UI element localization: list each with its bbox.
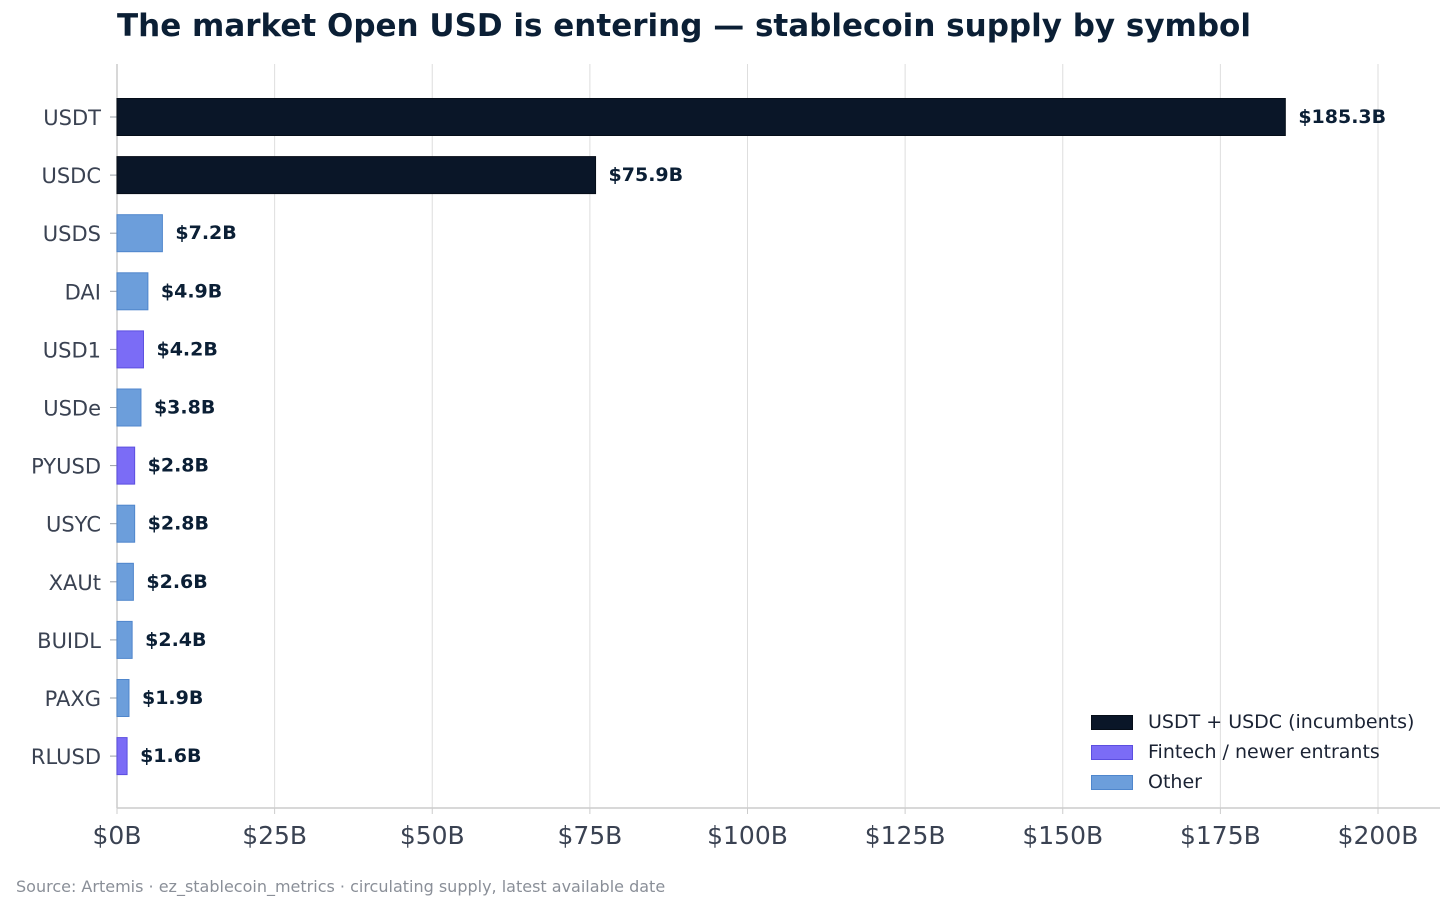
- data-labels: $185.3B $75.9B $7.2B $4.9B $4.2B $3.8B $2.8B $2…: [140, 106, 1386, 767]
- bar-paxg: [116, 679, 130, 717]
- data-label: $75.9B: [609, 164, 684, 186]
- y-tick-label: USDS: [43, 222, 101, 246]
- y-tick-label: RLUSD: [31, 745, 101, 769]
- data-label: $7.2B: [175, 222, 236, 244]
- data-label: $4.2B: [156, 338, 217, 360]
- source-note: Source: Artemis · ez_stablecoin_metrics …: [16, 877, 666, 896]
- data-label: $2.6B: [146, 571, 207, 593]
- y-tick-label: XAUt: [49, 571, 101, 595]
- y-tick-label: USD1: [43, 338, 101, 362]
- data-label: $2.4B: [145, 629, 206, 651]
- bar-rlusd: [116, 737, 128, 776]
- data-label: $185.3B: [1298, 106, 1386, 128]
- legend-label-incumbents: USDT + USDC (incumbents): [1148, 711, 1415, 733]
- x-tick-label: $0B: [93, 821, 142, 850]
- x-tick-label: $200B: [1338, 821, 1419, 850]
- bar-buidl: [116, 620, 133, 659]
- x-tick-label: $75B: [557, 821, 622, 850]
- chart-title: The market Open USD is entering — stable…: [117, 8, 1251, 44]
- legend-label-fintech: Fintech / newer entrants: [1148, 741, 1380, 763]
- legend-item-incumbents: USDT + USDC (incumbents): [1091, 707, 1414, 737]
- data-label: $3.8B: [154, 397, 215, 419]
- x-tick-label: $50B: [400, 821, 465, 850]
- bar-dai: [116, 272, 149, 311]
- x-tick-label: $125B: [865, 821, 946, 850]
- bar-xaut: [116, 562, 134, 601]
- x-tick-label: $25B: [242, 821, 307, 850]
- y-tick-label: USDT: [43, 106, 101, 130]
- x-tick-label: $175B: [1180, 821, 1261, 850]
- data-label: $2.8B: [148, 513, 209, 535]
- x-tick-label: $100B: [707, 821, 788, 850]
- legend-item-other: Other: [1091, 767, 1414, 797]
- legend-swatch-fintech: [1091, 744, 1133, 760]
- bar-usdc: [116, 156, 597, 195]
- data-label: $4.9B: [161, 280, 222, 302]
- y-tick-label: PAXG: [45, 687, 101, 711]
- y-tick-label: USDC: [41, 164, 101, 188]
- y-tick-label: BUIDL: [37, 629, 101, 653]
- bar-usd1: [116, 330, 144, 369]
- bars: [116, 98, 1286, 776]
- legend-label-other: Other: [1148, 771, 1202, 793]
- bar-usde: [116, 388, 142, 427]
- bar-usds: [116, 214, 163, 253]
- data-label: $2.8B: [148, 455, 209, 477]
- axes: $0B $25B $50B $75B $100B $125B $150B $175B $200B…: [31, 64, 1440, 850]
- data-label: $1.6B: [140, 745, 201, 767]
- legend-item-fintech: Fintech / newer entrants: [1091, 737, 1414, 767]
- legend-swatch-other: [1091, 774, 1133, 790]
- y-tick-label: USYC: [46, 513, 101, 537]
- data-label: $1.9B: [142, 687, 203, 709]
- bar-pyusd: [116, 446, 136, 485]
- legend-swatch-incumbents: [1091, 714, 1133, 730]
- legend: USDT + USDC (incumbents) Fintech / newer…: [1091, 707, 1414, 797]
- y-tick-label: PYUSD: [31, 455, 101, 479]
- y-tick-label: DAI: [65, 280, 101, 304]
- bar-usdt: [116, 98, 1286, 136]
- x-tick-label: $150B: [1022, 821, 1103, 850]
- y-tick-label: USDe: [43, 397, 101, 421]
- bar-usyc: [116, 504, 136, 543]
